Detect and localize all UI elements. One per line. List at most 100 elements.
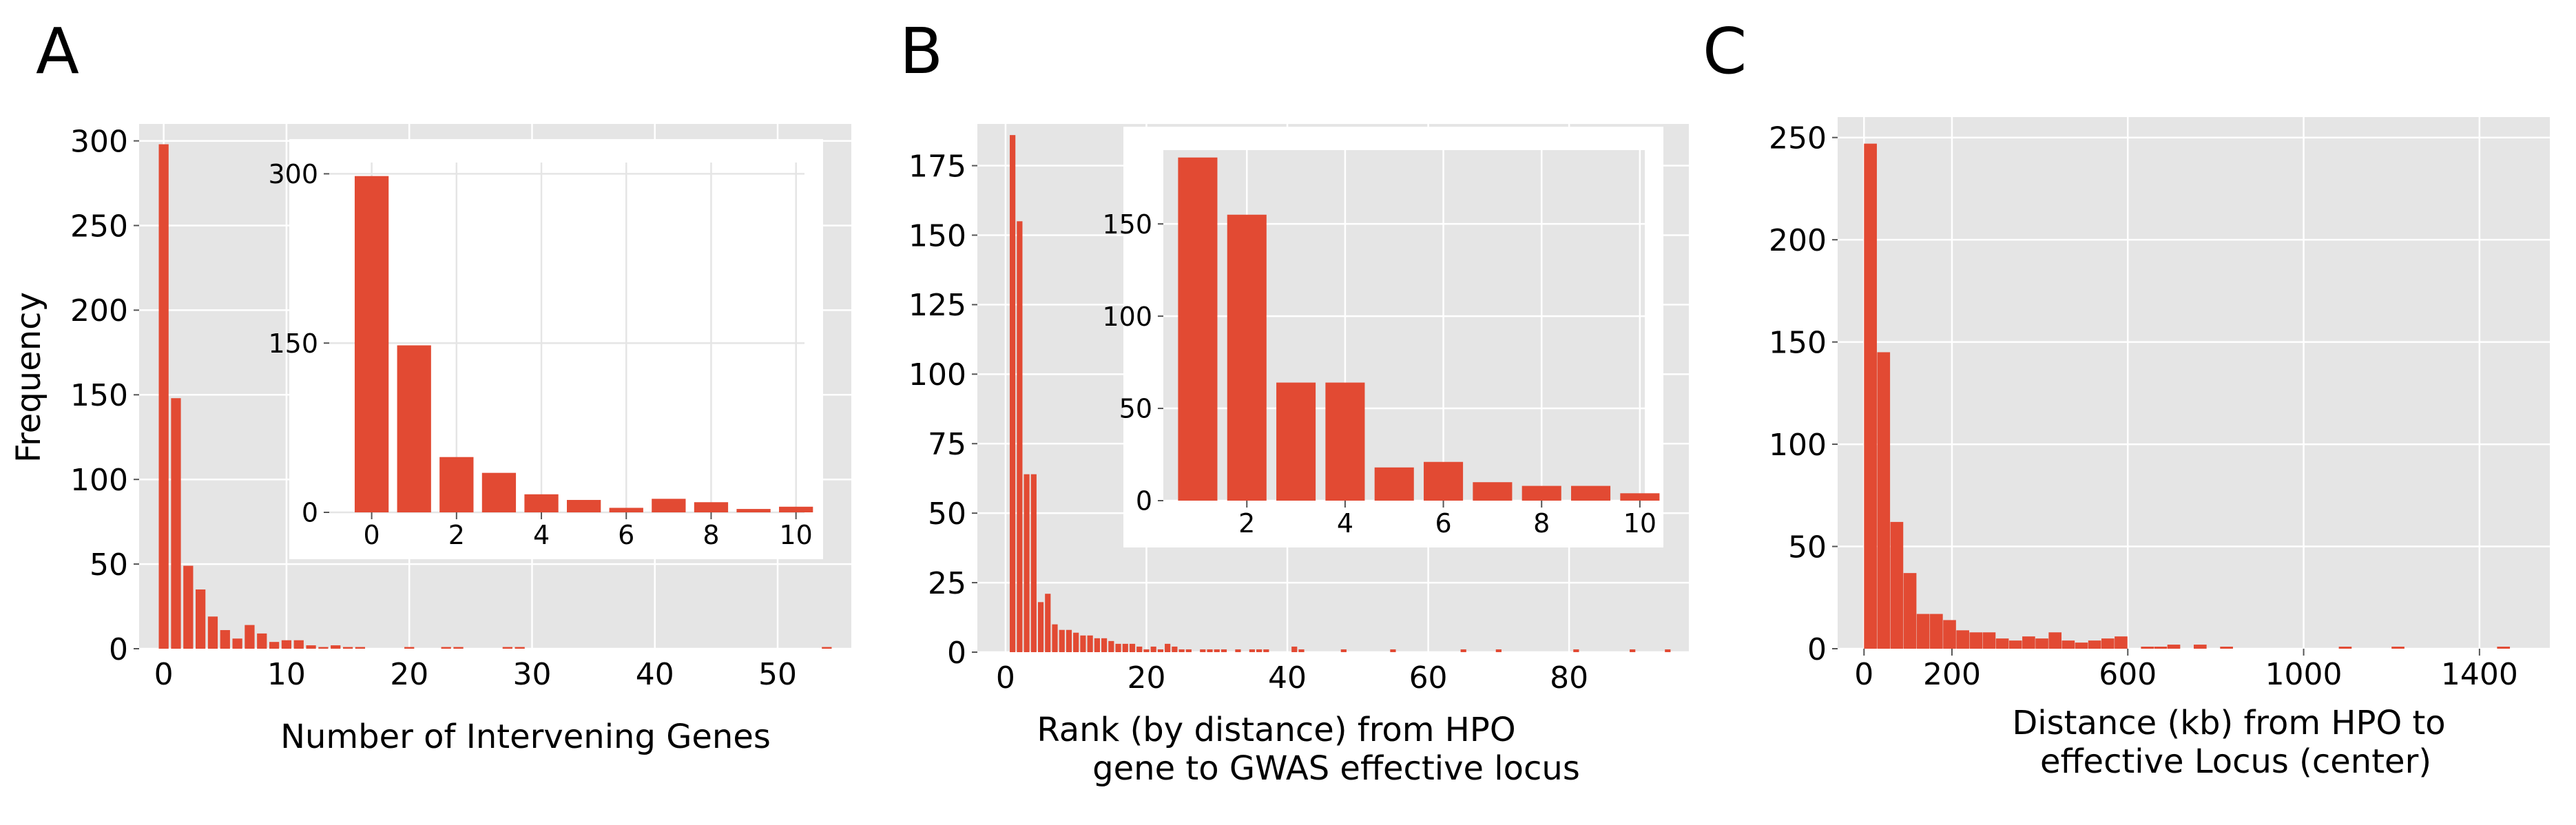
c-main-bar xyxy=(1916,614,1930,649)
a-main-bar xyxy=(306,645,316,649)
b-main-bar xyxy=(1066,629,1072,652)
b-main-xtick-label: 80 xyxy=(1550,660,1588,696)
b-main-bar xyxy=(1249,649,1255,652)
a-main-bar xyxy=(257,633,267,649)
c-main-bar xyxy=(2220,647,2233,649)
a-main-bar xyxy=(158,144,169,649)
b-inset-bar xyxy=(1424,461,1464,501)
a-main-bar xyxy=(171,398,181,649)
b-inset-xtick-label: 2 xyxy=(1238,508,1255,539)
c-main-ytick-label: 200 xyxy=(1769,223,1827,258)
b-main-bar xyxy=(1256,649,1263,652)
c-main-bar xyxy=(1969,632,1983,649)
b-main-bar xyxy=(1080,635,1086,652)
a-inset-xtick-label: 6 xyxy=(618,520,634,550)
a-main-ytick-label: 150 xyxy=(70,378,128,413)
a-main-bar xyxy=(281,640,292,649)
b-main-bar xyxy=(1108,640,1114,652)
b-main-bar xyxy=(1010,135,1016,653)
a-main-ytick-label: 300 xyxy=(70,124,128,159)
c-main-bar xyxy=(2035,638,2048,649)
c-main-bar xyxy=(2008,640,2022,649)
b-main-bar xyxy=(1143,649,1150,652)
b-main-bar xyxy=(1052,624,1058,652)
b-main-ytick-label: 75 xyxy=(928,427,966,462)
a-main-xtick-label: 50 xyxy=(758,657,797,692)
b-xlabel-line1: Rank (by distance) from HPO xyxy=(1037,711,1515,749)
c-main-xtick-label: 200 xyxy=(1923,657,1981,692)
b-main-ytick-label: 125 xyxy=(908,288,966,323)
b-main-bar xyxy=(1263,649,1269,652)
b-main-bar xyxy=(1214,649,1220,652)
a-inset-xtick-label: 2 xyxy=(448,520,465,550)
b-main-xtick-label: 40 xyxy=(1268,660,1307,696)
b-inset-xtick-label: 8 xyxy=(1533,508,1550,539)
b-inset-bar xyxy=(1620,493,1660,501)
b-inset-bar xyxy=(1473,482,1513,501)
b-inset-ytick-label: 0 xyxy=(1136,486,1152,516)
b-main-ytick-label: 25 xyxy=(928,566,966,601)
c-main-xtick-label: 0 xyxy=(1854,657,1873,692)
a-main-bar xyxy=(196,589,206,649)
a-inset-bar xyxy=(652,499,686,512)
c-main-xtick-label: 600 xyxy=(2099,657,2157,692)
b-inset-bar xyxy=(1325,382,1365,501)
c-main-ytick-label: 150 xyxy=(1769,325,1827,360)
b-inset-ytick-label: 50 xyxy=(1119,394,1152,424)
b-main-ytick-label: 0 xyxy=(947,636,966,671)
c-main-bar xyxy=(1930,614,1943,649)
b-main-bar xyxy=(1178,649,1185,652)
b-main-bar xyxy=(1630,649,1636,652)
a-main-xtick-label: 0 xyxy=(154,657,174,692)
b-main-bar xyxy=(1207,649,1213,652)
b-inset-bar xyxy=(1571,485,1611,501)
b-main-bar xyxy=(1136,646,1143,652)
b-main-bar xyxy=(1460,649,1466,652)
a-main-xtick-label: 20 xyxy=(390,657,428,692)
c-main-xtick-label: 1400 xyxy=(2441,657,2518,692)
a-main-bar xyxy=(232,638,242,649)
a-inset-xtick-label: 10 xyxy=(779,520,812,550)
a-main-bar xyxy=(342,647,353,649)
a-inset-bar xyxy=(481,472,517,512)
c-main-bar xyxy=(2115,636,2128,649)
a-inset-bar xyxy=(609,508,643,512)
b-main-bar xyxy=(1495,649,1502,652)
c-main-bar xyxy=(2061,640,2075,649)
panel-label-c: C xyxy=(1703,14,1747,88)
b-inset-xtick-label: 4 xyxy=(1337,508,1353,539)
a-main-ytick-label: 200 xyxy=(70,293,128,328)
a-inset-bar xyxy=(354,176,389,512)
b-main-bar xyxy=(1030,474,1037,652)
panel-label-a: A xyxy=(36,14,79,88)
b-main-ytick-label: 100 xyxy=(908,357,966,393)
a-inset-xtick-label: 4 xyxy=(533,520,550,550)
c-main-plot-area xyxy=(1838,117,2550,649)
a-main-ytick-label: 250 xyxy=(70,209,128,244)
b-main-bar xyxy=(1150,646,1156,652)
a-main-bar xyxy=(318,647,329,649)
c-main-ytick-label: 100 xyxy=(1769,428,1827,463)
a-main-xtick-label: 40 xyxy=(636,657,674,692)
b-main-bar xyxy=(1101,638,1108,652)
b-main-bar xyxy=(1390,649,1396,652)
b-inset-xtick-label: 10 xyxy=(1623,508,1656,539)
b-main-bar xyxy=(1059,629,1065,652)
b-main-bar xyxy=(1298,649,1305,652)
b-inset-bar xyxy=(1178,157,1218,501)
a-main-bar xyxy=(453,647,464,649)
b-xlabel-line2: gene to GWAS effective locus xyxy=(1092,749,1580,788)
a-main-bar xyxy=(331,645,341,649)
b-main-bar xyxy=(1122,643,1128,652)
c-main-bar xyxy=(1864,143,1877,649)
c-main-ytick-label: 250 xyxy=(1769,121,1827,156)
a-main-bar xyxy=(822,647,832,649)
b-main-xtick-label: 0 xyxy=(996,660,1015,696)
b-main-bar xyxy=(1185,649,1192,652)
a-main-bar xyxy=(293,640,304,649)
c-xlabel-line1: Distance (kb) from HPO to xyxy=(2012,704,2445,742)
b-inset-bar xyxy=(1521,485,1561,501)
c-main-bar xyxy=(1943,620,1956,649)
b-main-bar xyxy=(1235,649,1241,652)
